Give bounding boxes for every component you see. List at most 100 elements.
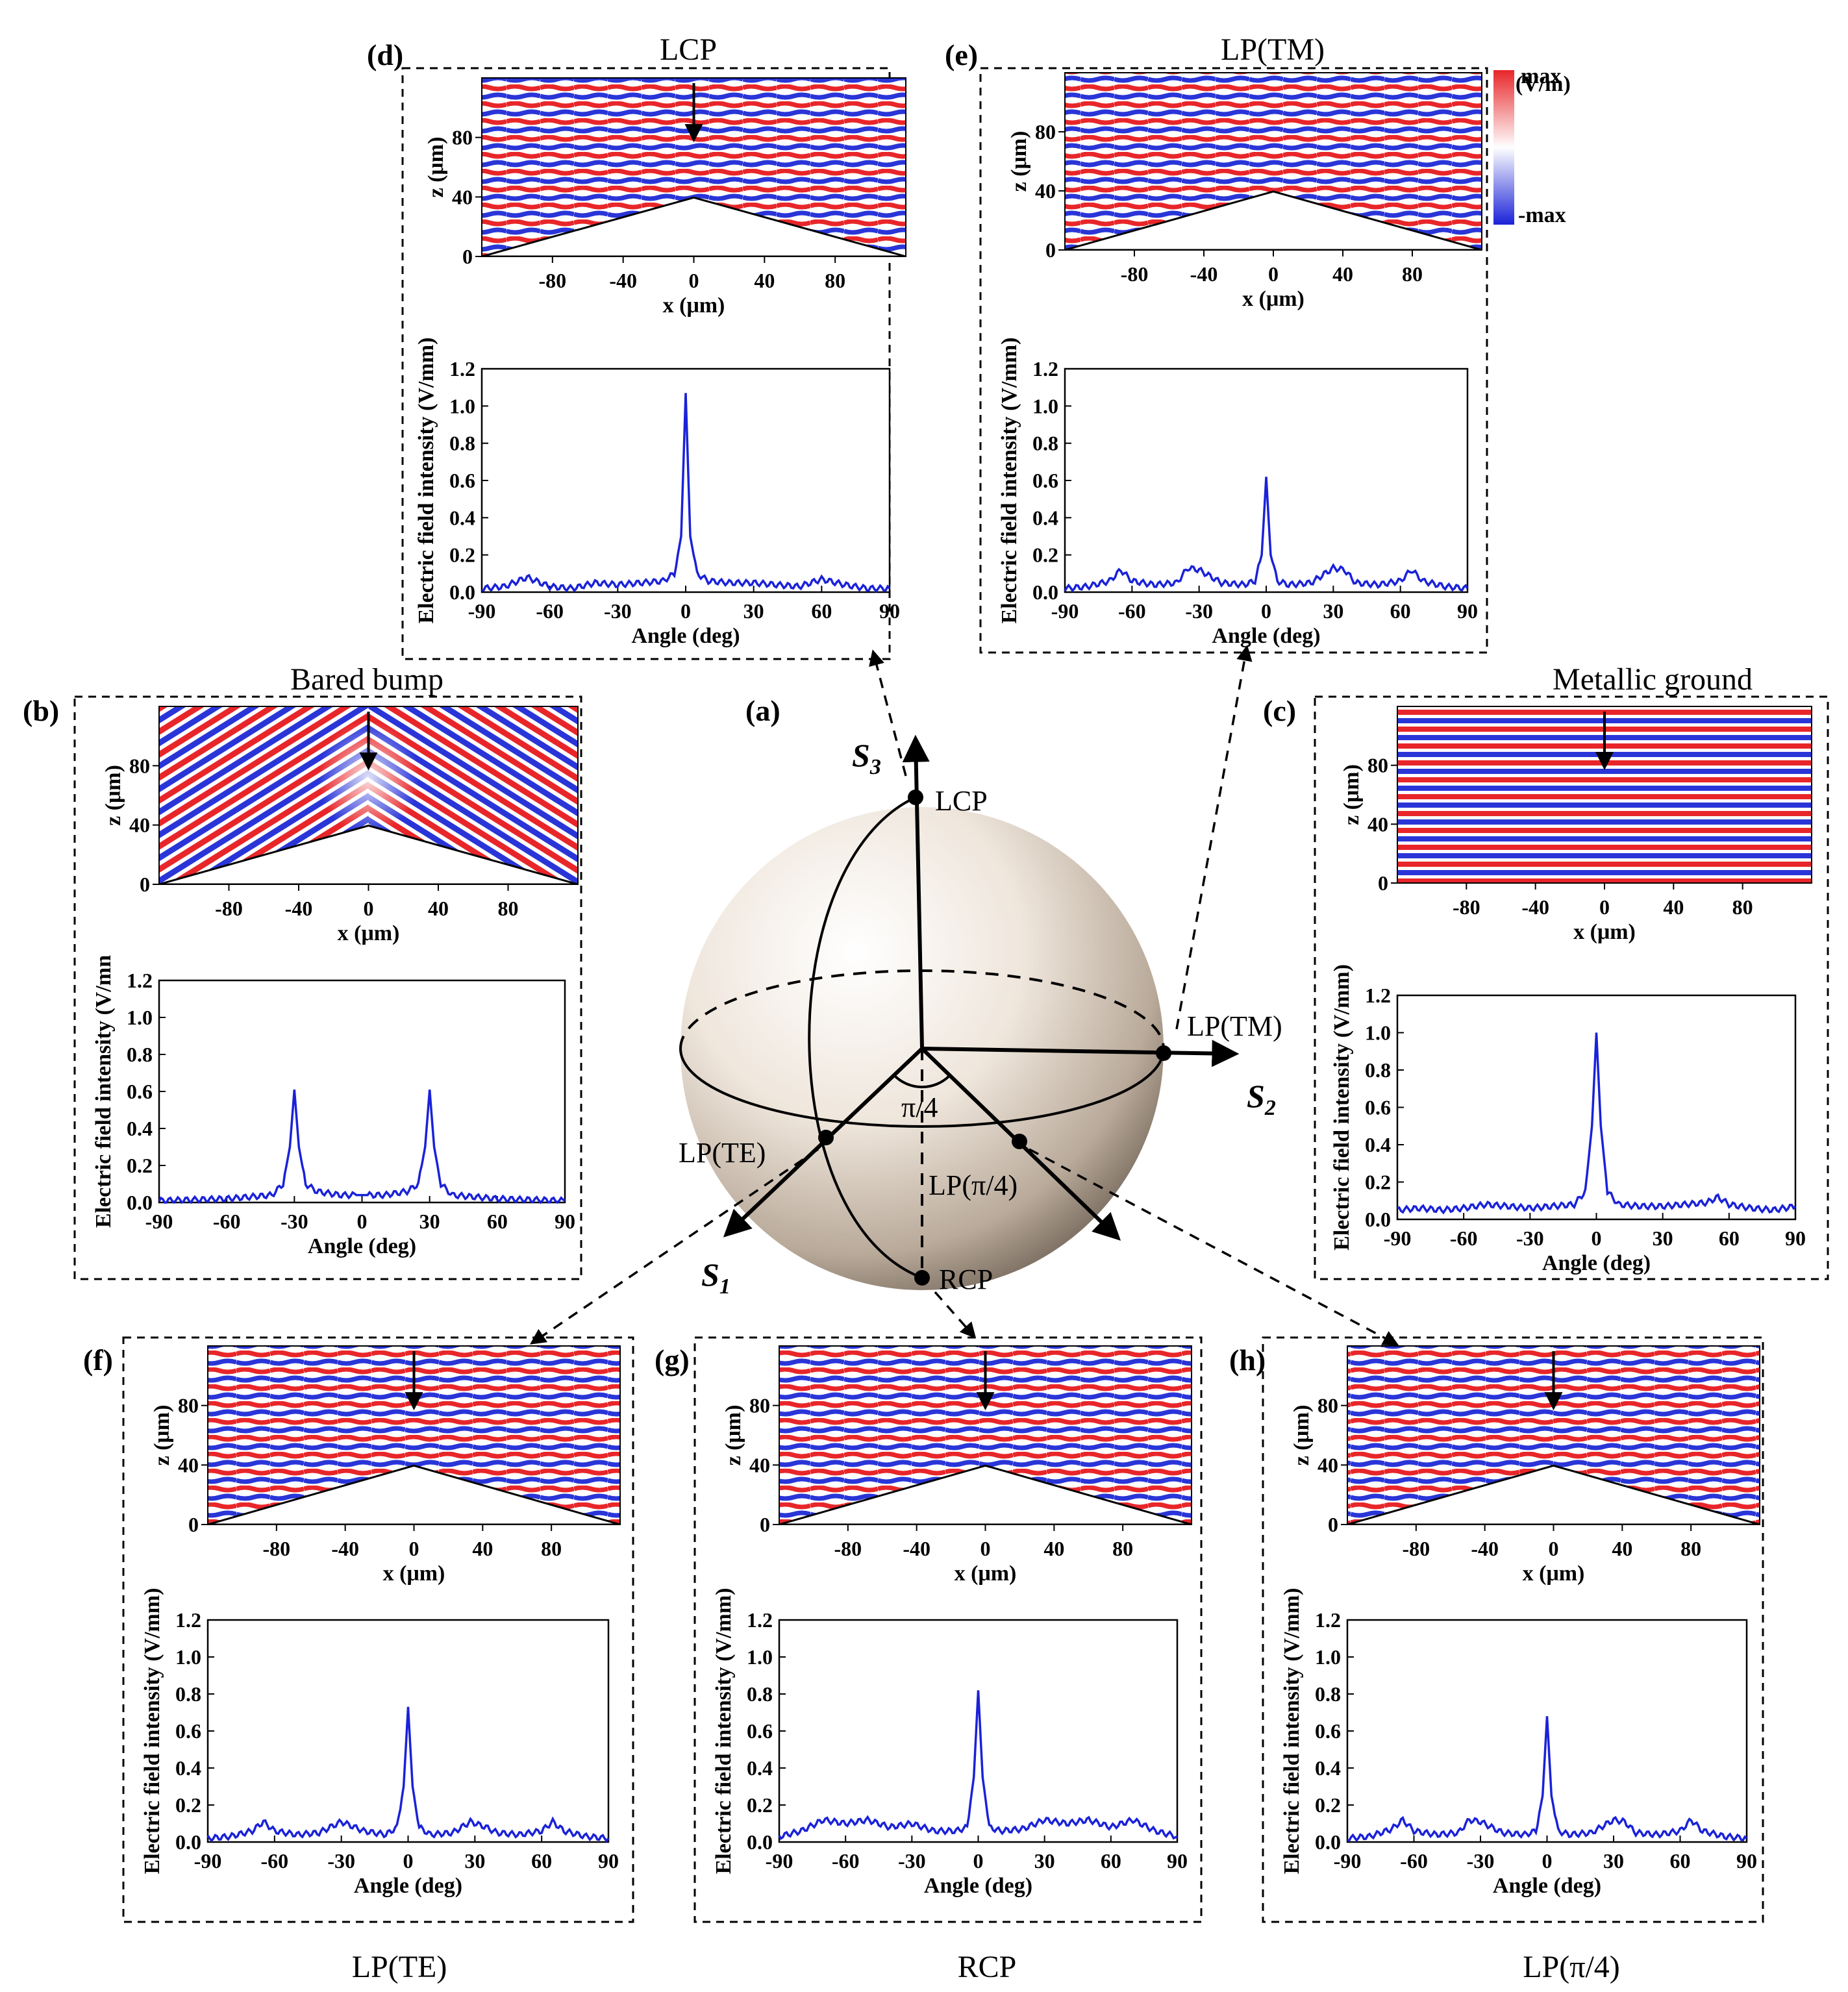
field-xtick-label-h: -80 <box>1403 1537 1430 1560</box>
chart-xtick-label-e: 90 <box>1457 599 1478 623</box>
link-lcp-to-d <box>869 649 907 777</box>
chart-ytick-label-d: 1.2 <box>449 357 475 380</box>
chart-ytick-label-f: 0.6 <box>175 1719 201 1743</box>
field-ztick-label-g: 0 <box>760 1513 770 1536</box>
chart-ytick-label-d: 0.0 <box>449 580 475 604</box>
chart-ytick-label-h: 0.6 <box>1315 1719 1341 1743</box>
panel-c: (c) Metallic ground -80 -40 0 40 80 0 40 80 x (μm)… <box>1263 662 1829 1280</box>
panel-h: (h) LP(π/4) -80 -40 0 40 80 0 40 80 x (μm) z (μm) -9… <box>1229 1336 1764 1984</box>
field-xtick-label-c: 40 <box>1663 895 1684 919</box>
field-ztick-label-c: 80 <box>1367 754 1388 777</box>
chart-xtick-label-h: 90 <box>1736 1849 1757 1873</box>
field-xtick-label-f: 0 <box>409 1537 419 1560</box>
chart-ytick-label-e: 0.4 <box>1032 506 1058 529</box>
field-ztick-label-g: 40 <box>749 1453 770 1476</box>
angle-label: π/4 <box>901 1091 938 1123</box>
chart-ytick-label-f: 0.2 <box>175 1793 201 1817</box>
field-ztick-label-b: 40 <box>129 814 150 837</box>
chart-ytick-label-c: 1.2 <box>1365 984 1391 1007</box>
chart-xtick-label-e: 60 <box>1390 599 1411 623</box>
chart-xtick-label-g: -90 <box>766 1849 793 1873</box>
field-ztick-label-c: 0 <box>1378 871 1388 895</box>
field-xlabel-e: x (μm) <box>1242 287 1305 311</box>
field-map-g <box>779 1346 1192 1525</box>
link-rcp-to-g <box>934 1291 977 1339</box>
chart-xtick-label-d: 60 <box>811 599 832 623</box>
field-xtick-label-e: -40 <box>1190 262 1218 286</box>
chart-xtick-label-d: 0 <box>681 599 691 623</box>
chart-ytick-label-b: 1.2 <box>127 969 153 992</box>
chart-ytick-label-b: 1.0 <box>127 1006 153 1029</box>
field-ztick-label-f: 40 <box>178 1453 199 1476</box>
field-map-b <box>159 706 578 884</box>
chart-frame-c <box>1396 994 1797 1221</box>
field-xtick-label-d: 0 <box>689 269 699 292</box>
field-xtick-label-c: 0 <box>1599 895 1610 919</box>
chart-ytick-label-c: 1.0 <box>1365 1021 1391 1045</box>
field-xtick-label-h: 80 <box>1680 1537 1701 1560</box>
meridian <box>808 796 923 1279</box>
panel-title-g: RCP <box>958 1950 1017 1984</box>
chart-xtick-label-c: -30 <box>1516 1226 1544 1250</box>
field-map-h <box>1347 1346 1760 1525</box>
angle-arc <box>892 1073 951 1089</box>
field-ztick-label-h: 80 <box>1317 1394 1338 1417</box>
chart-ylabel-c: Electric field intensity (V/mm) <box>1330 964 1354 1251</box>
label-lp-tm: LP(TM) <box>1187 1010 1282 1042</box>
field-xtick-label-g: 0 <box>980 1537 991 1560</box>
chart-xtick-label-f: -60 <box>261 1849 289 1873</box>
chart-xtick-label-c: 0 <box>1592 1226 1602 1250</box>
chart-ytick-label-h: 1.2 <box>1315 1608 1341 1632</box>
chart-ytick-label-f: 0.4 <box>175 1756 201 1780</box>
field-xtick-label-h: 40 <box>1612 1537 1632 1560</box>
s2-label: S2 <box>1247 1078 1276 1120</box>
panel-b: (b) Bared bump -80 -40 0 40 80 0 40 80 x (μm) z (μm… <box>23 662 582 1280</box>
field-xlabel-f: x (μm) <box>383 1562 445 1586</box>
field-xtick-label-b: 0 <box>364 897 374 920</box>
field-xtick-label-f: 80 <box>541 1537 562 1560</box>
poincare-sphere-panel: (a) π/4 S3 S2 S1 LCP RCP LP(TM) LP(TE) L… <box>529 645 1399 1346</box>
chart-xtick-label-g: -30 <box>898 1849 926 1873</box>
chart-xlabel-b: Angle (deg) <box>308 1234 416 1258</box>
intensity-line-h <box>1347 1716 1748 1843</box>
chart-xtick-label-b: 30 <box>419 1210 440 1233</box>
chart-ytick-label-d: 0.2 <box>449 543 475 567</box>
chart-ytick-label-e: 1.0 <box>1032 394 1058 417</box>
chart-xtick-label-c: 90 <box>1785 1226 1806 1250</box>
point-lp-tm <box>1156 1045 1171 1061</box>
chart-xtick-label-d: 30 <box>743 599 764 623</box>
chart-ytick-label-g: 1.2 <box>747 1608 773 1632</box>
bump-g <box>779 1464 1192 1525</box>
chart-xtick-label-c: -60 <box>1450 1226 1478 1250</box>
chart-ylabel-e: Electric field intensity (V/mm) <box>997 338 1021 624</box>
field-ztick-label-b: 0 <box>140 873 150 896</box>
chart-ytick-label-f: 0.0 <box>175 1830 201 1854</box>
panel-frame-c <box>1314 695 1829 1280</box>
field-xtick-label-d: 40 <box>754 269 775 292</box>
bump-b <box>159 825 578 884</box>
field-xtick-label-b: -80 <box>215 897 243 920</box>
field-zlabel-b: z (μm) <box>101 765 125 826</box>
field-xtick-label-c: 80 <box>1732 895 1753 919</box>
chart-ytick-label-d: 0.4 <box>449 506 475 529</box>
field-map-e <box>1065 73 1482 250</box>
chart-ytick-label-f: 1.2 <box>175 1608 201 1632</box>
field-xlabel-b: x (μm) <box>338 921 400 945</box>
colorbar-min-label: -max <box>1518 203 1566 227</box>
field-xtick-label-h: 0 <box>1549 1537 1559 1560</box>
panel-e: (e) LP(TM) -80 -40 0 40 80 0 40 80 x (μm) z (μm) -90… <box>945 32 1488 654</box>
intensity-line-f <box>206 1706 610 1843</box>
chart-xtick-label-c: 30 <box>1653 1226 1673 1250</box>
chart-ytick-label-g: 0.0 <box>747 1830 773 1854</box>
chart-xlabel-g: Angle (deg) <box>924 1874 1032 1898</box>
chart-ytick-label-g: 0.6 <box>747 1719 773 1743</box>
chart-ytick-label-f: 0.8 <box>175 1682 201 1706</box>
intensity-line-e <box>1064 477 1469 593</box>
panel-letter-f: (f) <box>83 1343 113 1376</box>
chart-xtick-label-b: -30 <box>281 1210 308 1233</box>
chart-xtick-label-h: -90 <box>1334 1849 1362 1873</box>
intensity-line-c <box>1397 1032 1797 1215</box>
panel-letter-a: (a) <box>745 694 780 727</box>
chart-xtick-label-d: -90 <box>468 599 496 623</box>
chart-xtick-label-f: -30 <box>327 1849 355 1873</box>
